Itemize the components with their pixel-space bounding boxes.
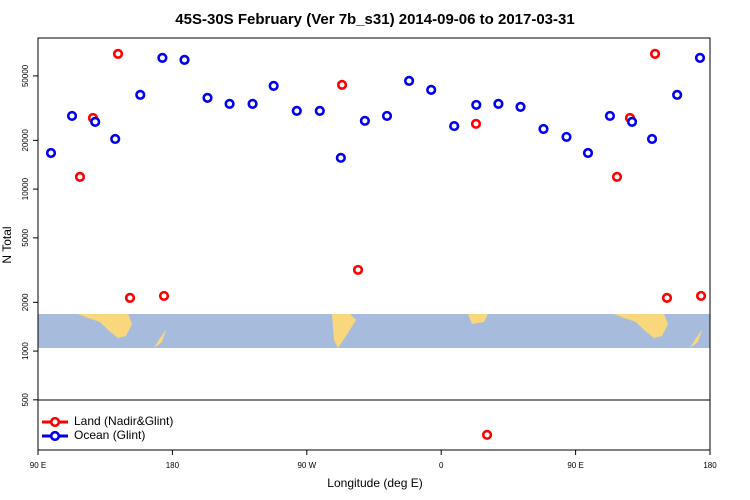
legend-marker	[49, 430, 61, 442]
point	[646, 133, 658, 145]
point	[672, 89, 683, 100]
point	[112, 48, 124, 59]
point	[515, 101, 526, 112]
point	[45, 147, 57, 159]
point	[135, 89, 146, 100]
point	[202, 92, 213, 103]
point	[247, 98, 258, 109]
point	[493, 98, 504, 109]
point	[314, 105, 325, 117]
point	[336, 79, 348, 90]
point	[538, 123, 549, 135]
map-land	[690, 330, 702, 348]
x-tick-label: 90 E	[30, 461, 46, 470]
plot-frame	[37, 37, 711, 451]
y-axis-label: N Total	[0, 226, 14, 263]
chart-title: 45S-30S February (Ver 7b_s31) 2014-09-06…	[175, 11, 574, 28]
point	[611, 171, 623, 182]
point	[426, 84, 437, 95]
legend-marker	[49, 416, 61, 428]
point	[449, 120, 460, 132]
y-tick-label: 10000	[21, 177, 30, 200]
x-tick-label: 90 E	[567, 461, 583, 470]
point	[649, 48, 661, 59]
point	[481, 429, 493, 440]
point	[381, 110, 393, 122]
point	[66, 110, 78, 122]
map-land	[78, 314, 132, 338]
y-tick-label: 500	[21, 393, 30, 407]
point	[359, 115, 370, 126]
point	[470, 118, 482, 129]
x-axis-label: Longitude (deg E)	[327, 476, 422, 490]
point	[403, 75, 415, 86]
map-ocean	[38, 314, 710, 348]
map-land	[468, 314, 488, 324]
x-tick-label: 0	[439, 461, 444, 470]
map-land	[154, 330, 166, 348]
point	[110, 133, 121, 145]
point	[268, 80, 279, 91]
point	[561, 131, 572, 143]
point	[179, 54, 190, 65]
map-land	[614, 314, 668, 338]
point	[694, 52, 706, 63]
x-tick-label: 180	[166, 461, 180, 470]
point	[695, 290, 707, 302]
point	[352, 264, 364, 276]
y-tick-label: 5000	[21, 228, 30, 246]
legend-label: Land (Nadir&Glint)	[74, 414, 173, 428]
point	[471, 99, 482, 111]
point	[124, 292, 136, 303]
y-tick-label: 1000	[21, 342, 30, 360]
point	[74, 171, 86, 182]
point	[604, 110, 616, 122]
point	[661, 292, 673, 303]
world-map	[38, 314, 710, 348]
y-tick-label: 50000	[21, 64, 30, 87]
y-tick-label: 2000	[21, 293, 30, 311]
legend-label: Ocean (Glint)	[74, 428, 145, 442]
point	[291, 105, 302, 117]
point	[158, 290, 170, 302]
point	[224, 98, 235, 109]
y-tick-label: 20000	[21, 129, 30, 152]
x-tick-label: 180	[703, 461, 717, 470]
x-tick-label: 90 W	[297, 461, 316, 470]
point	[582, 147, 594, 159]
point	[157, 52, 168, 63]
map-land	[332, 314, 356, 348]
point	[335, 152, 346, 163]
point	[626, 116, 638, 127]
point	[90, 116, 101, 127]
